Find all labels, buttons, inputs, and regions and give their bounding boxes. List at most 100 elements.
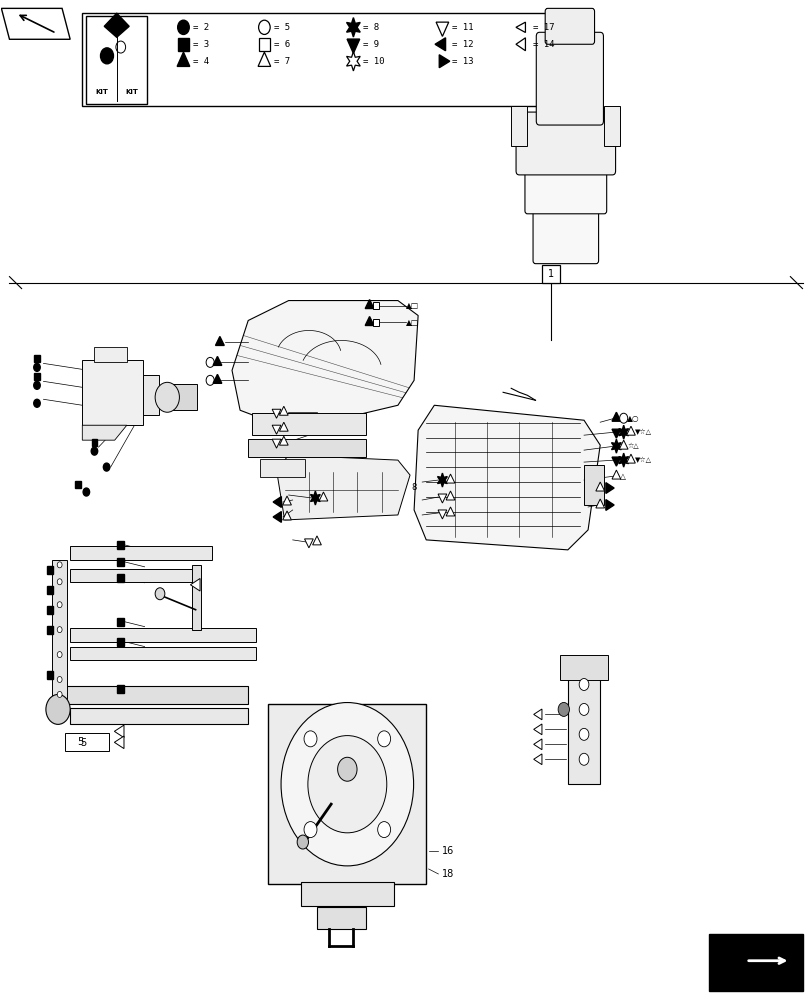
Circle shape	[206, 375, 214, 385]
Polygon shape	[277, 455, 410, 520]
Circle shape	[57, 562, 62, 568]
Polygon shape	[611, 439, 620, 453]
Polygon shape	[258, 52, 270, 66]
Bar	[260, 459, 304, 477]
Bar	[567, 660, 599, 784]
Circle shape	[178, 20, 189, 34]
Polygon shape	[445, 507, 454, 516]
Bar	[117, 558, 123, 566]
Polygon shape	[114, 736, 124, 749]
Polygon shape	[515, 38, 525, 51]
Text: ▲□: ▲□	[406, 301, 418, 310]
Polygon shape	[346, 18, 360, 37]
Circle shape	[297, 835, 308, 849]
Bar	[70, 569, 195, 582]
Bar	[62, 686, 248, 704]
Bar	[603, 106, 620, 146]
Circle shape	[303, 822, 316, 838]
FancyBboxPatch shape	[535, 32, 603, 125]
Bar	[511, 106, 526, 146]
Polygon shape	[437, 473, 447, 487]
Polygon shape	[310, 491, 320, 505]
FancyBboxPatch shape	[516, 112, 615, 175]
Bar	[82, 13, 563, 106]
Text: ☆△: ☆△	[627, 443, 638, 449]
Polygon shape	[365, 317, 374, 325]
Text: = 11: = 11	[452, 23, 473, 32]
FancyBboxPatch shape	[524, 163, 606, 214]
Polygon shape	[215, 336, 224, 345]
Bar	[94, 347, 127, 362]
FancyBboxPatch shape	[532, 203, 598, 264]
Polygon shape	[445, 491, 454, 500]
Circle shape	[337, 757, 357, 781]
Polygon shape	[346, 51, 360, 71]
Text: ▼☆△: ▼☆△	[634, 457, 651, 463]
Bar	[47, 606, 53, 614]
Circle shape	[116, 41, 126, 53]
Polygon shape	[279, 436, 288, 445]
Polygon shape	[212, 374, 221, 383]
Circle shape	[83, 488, 89, 496]
Polygon shape	[104, 13, 129, 37]
Bar	[259, 38, 269, 51]
Bar	[559, 655, 607, 680]
Bar	[173, 384, 197, 410]
Bar	[191, 565, 201, 630]
Bar	[541, 265, 559, 283]
Polygon shape	[319, 492, 328, 501]
Bar	[70, 628, 256, 642]
Bar	[34, 373, 40, 380]
Polygon shape	[312, 536, 321, 545]
Polygon shape	[2, 8, 70, 39]
Circle shape	[155, 588, 165, 600]
Circle shape	[281, 703, 413, 866]
Circle shape	[578, 753, 588, 765]
Bar	[583, 465, 603, 505]
Text: = 17: = 17	[532, 23, 554, 32]
Bar	[117, 618, 123, 626]
Polygon shape	[272, 512, 281, 522]
Circle shape	[619, 413, 627, 423]
Polygon shape	[626, 454, 634, 463]
Bar	[252, 413, 365, 435]
Polygon shape	[439, 55, 449, 68]
Circle shape	[258, 20, 270, 34]
Bar	[70, 647, 256, 660]
Text: = 7: = 7	[274, 57, 290, 66]
Bar	[64, 733, 109, 751]
Polygon shape	[437, 494, 446, 503]
Polygon shape	[365, 300, 374, 309]
Polygon shape	[619, 440, 627, 449]
Polygon shape	[445, 474, 454, 483]
Text: = 12: = 12	[452, 40, 473, 49]
Circle shape	[578, 728, 588, 740]
Polygon shape	[304, 539, 313, 548]
Circle shape	[557, 702, 569, 716]
Circle shape	[303, 731, 316, 747]
Bar	[300, 882, 393, 906]
Polygon shape	[279, 406, 288, 415]
Circle shape	[57, 579, 62, 585]
Text: = 8: = 8	[363, 23, 379, 32]
Polygon shape	[618, 425, 628, 439]
Polygon shape	[605, 500, 613, 510]
Circle shape	[34, 381, 41, 389]
Polygon shape	[177, 52, 190, 66]
Bar	[70, 708, 248, 724]
Circle shape	[34, 363, 41, 371]
Polygon shape	[437, 510, 446, 519]
Circle shape	[155, 382, 179, 412]
Circle shape	[101, 48, 114, 64]
Text: = 10: = 10	[363, 57, 384, 66]
Circle shape	[57, 691, 62, 697]
Polygon shape	[436, 22, 448, 36]
Bar	[268, 704, 426, 884]
Text: 8: 8	[411, 483, 417, 492]
Text: = 5: = 5	[274, 23, 290, 32]
Polygon shape	[605, 483, 613, 493]
Bar	[248, 439, 365, 457]
Bar	[373, 319, 379, 326]
Polygon shape	[346, 39, 359, 53]
Polygon shape	[533, 709, 541, 720]
